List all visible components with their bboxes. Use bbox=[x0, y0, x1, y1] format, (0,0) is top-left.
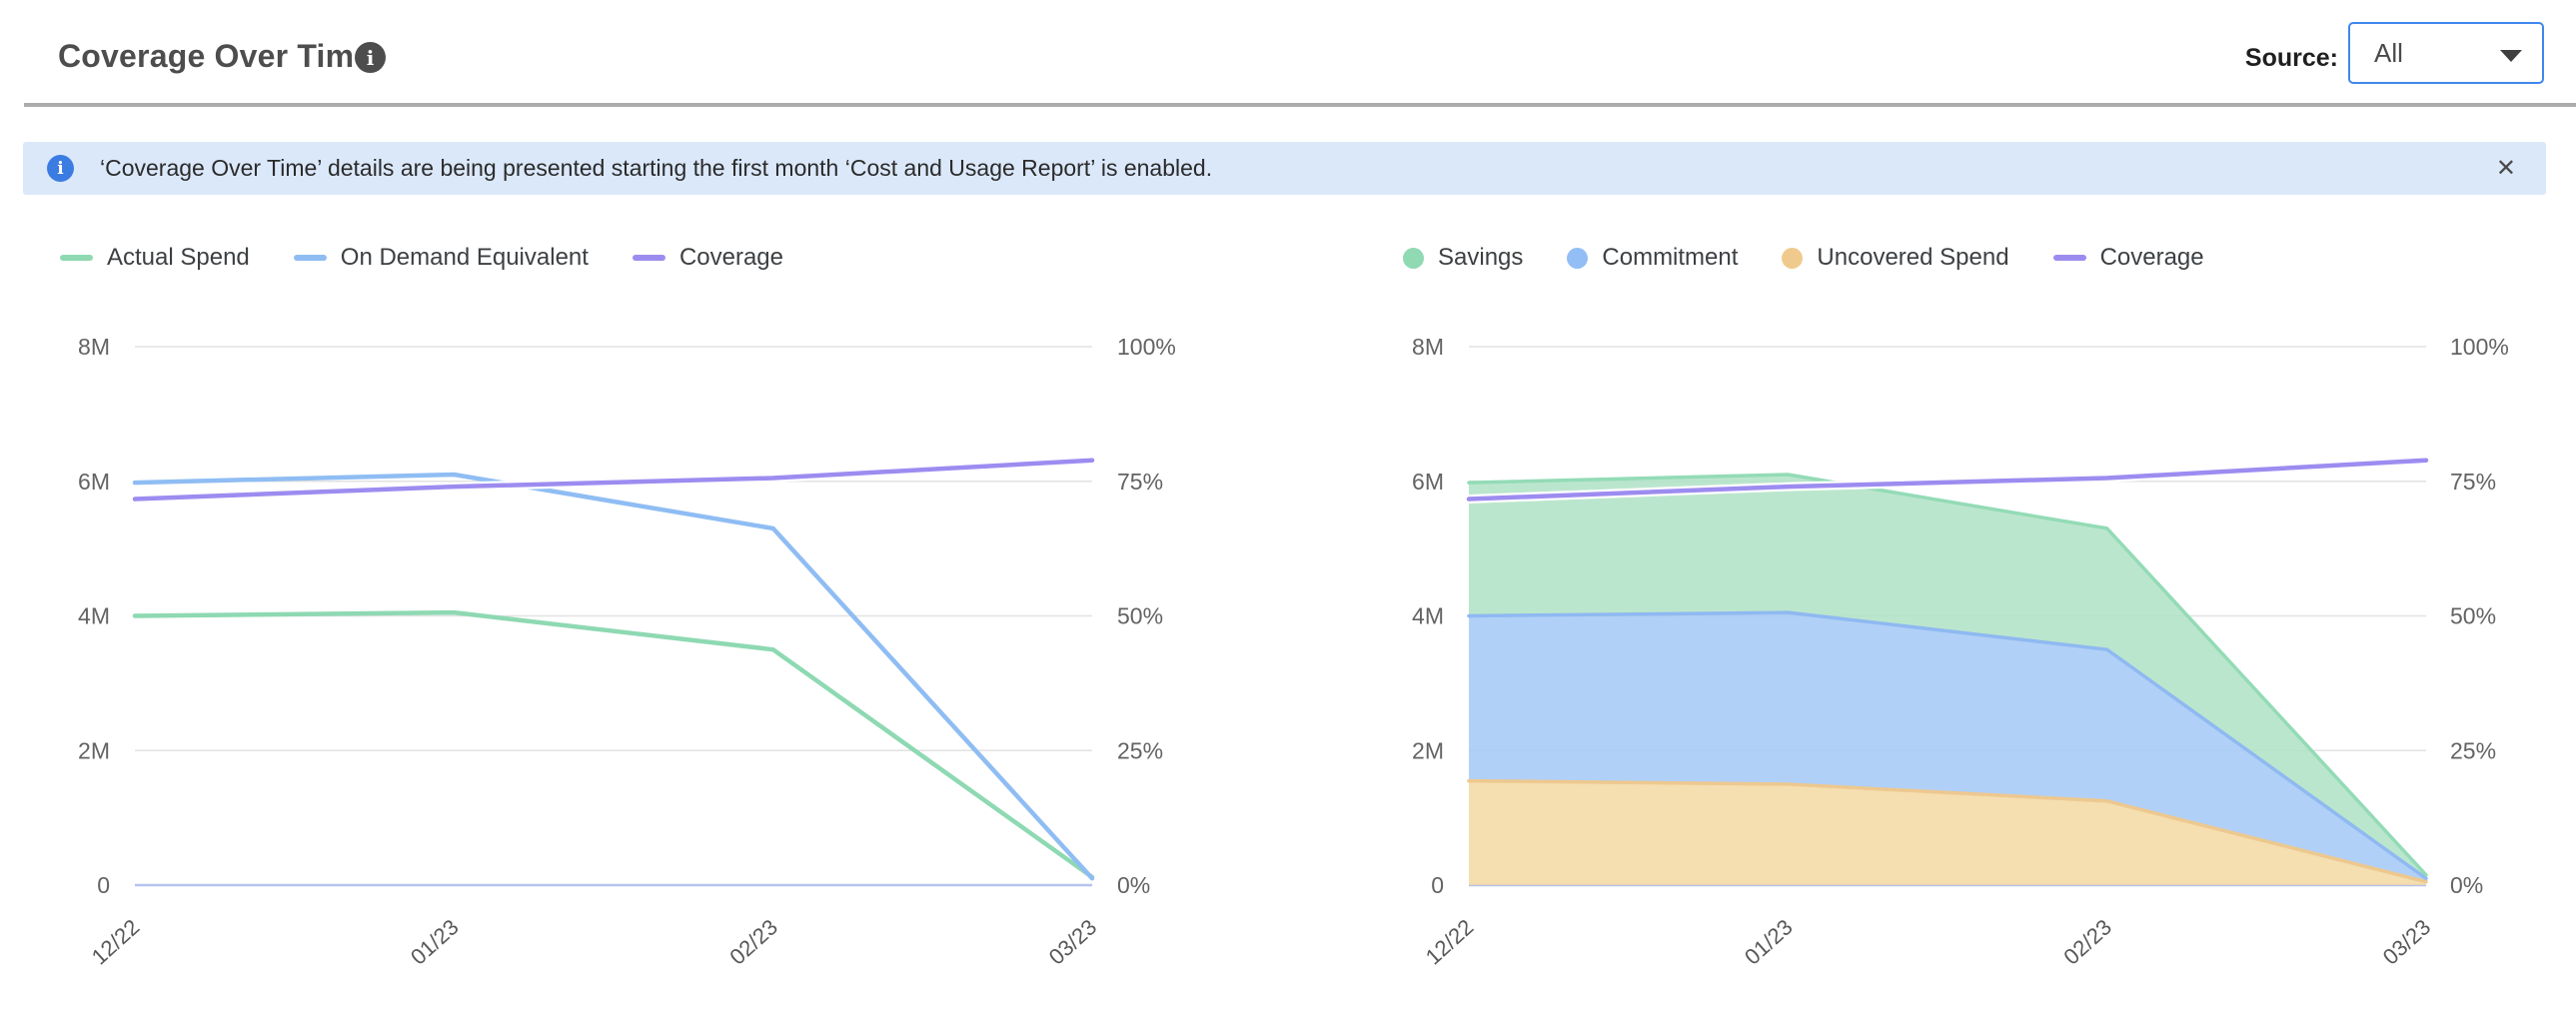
info-banner: i ‘Coverage Over Time’ details are being… bbox=[23, 142, 2546, 195]
left-axis-tick: 4M bbox=[1412, 603, 1444, 629]
right-axis-tick: 25% bbox=[2450, 737, 2496, 763]
x-axis-tick: 12/22 bbox=[1421, 914, 1479, 969]
dot-swatch-icon bbox=[1403, 247, 1424, 269]
legend-item-savings[interactable]: Savings bbox=[1403, 244, 1523, 272]
coverage-area-chart[interactable]: 8M 100% 6M 75% 4M 50% 2M 25% 0 0% 12/22 01/23 02/23 0… bbox=[1329, 300, 2576, 1015]
area-savings bbox=[1469, 475, 2426, 879]
info-glyph: i bbox=[366, 45, 375, 70]
coverage-line-chart[interactable]: 8M 100% 6M 75% 4M 50% 2M 25% 0 0% 12/22 01/23 02/23 0… bbox=[0, 300, 1259, 1015]
left-axis-tick: 2M bbox=[1412, 737, 1444, 763]
source-dropdown-value: All bbox=[2374, 37, 2403, 68]
legend-label: Coverage bbox=[2099, 244, 2204, 271]
series-on-demand-equivalent bbox=[132, 472, 1095, 881]
x-axis-tick: 02/23 bbox=[724, 914, 782, 969]
legend-item-coverage[interactable]: Coverage bbox=[632, 244, 783, 272]
right-axis-tick: 50% bbox=[1117, 603, 1163, 629]
legend-item-actual-spend[interactable]: Actual Spend bbox=[60, 244, 250, 272]
banner-close-icon[interactable]: ✕ bbox=[2495, 154, 2516, 182]
x-axis-tick: 03/23 bbox=[2378, 914, 2436, 969]
left-axis-tick: 0 bbox=[97, 872, 110, 898]
dot-swatch-icon bbox=[1782, 247, 1804, 269]
left-axis-tick: 4M bbox=[78, 603, 110, 629]
right-axis-tick: 75% bbox=[1117, 469, 1163, 495]
title-info-icon[interactable]: i bbox=[355, 42, 386, 73]
banner-text: ‘Coverage Over Time’ details are being p… bbox=[100, 155, 1213, 181]
edge-uncovered-spend bbox=[1467, 778, 2428, 884]
legend-label: Coverage bbox=[678, 244, 783, 271]
area-uncovered-spend bbox=[1469, 780, 2426, 885]
x-axis-tick: 02/23 bbox=[2058, 914, 2116, 969]
left-axis-tick: 6M bbox=[78, 469, 110, 495]
edge-commitment bbox=[1467, 610, 2428, 881]
info-glyph: i bbox=[57, 158, 64, 179]
legend-item-uncovered-spend[interactable]: Uncovered Spend bbox=[1782, 244, 2009, 272]
line-swatch-icon bbox=[2052, 255, 2086, 261]
legend-item-coverage[interactable]: Coverage bbox=[2052, 244, 2204, 272]
area-commitment bbox=[1469, 612, 2426, 882]
left-axis-tick: 2M bbox=[78, 737, 110, 763]
left-axis-tick: 8M bbox=[78, 334, 110, 360]
source-label: Source: bbox=[2244, 44, 2338, 72]
legend-label: Commitment bbox=[1602, 244, 1739, 271]
dot-swatch-icon bbox=[1567, 247, 1589, 269]
source-dropdown[interactable]: All bbox=[2348, 22, 2544, 84]
right-axis-tick: 0% bbox=[2450, 872, 2483, 898]
banner-info-icon: i bbox=[47, 155, 74, 182]
right-axis-tick: 50% bbox=[2450, 603, 2496, 629]
left-axis-tick: 8M bbox=[1412, 334, 1444, 360]
right-axis-tick: 25% bbox=[1117, 737, 1163, 763]
series-coverage bbox=[132, 458, 1095, 502]
legend-label: Actual Spend bbox=[107, 244, 250, 271]
legend-label: Uncovered Spend bbox=[1817, 244, 2009, 271]
x-axis-tick: 12/22 bbox=[87, 914, 145, 969]
legend-label: Savings bbox=[1438, 244, 1524, 271]
right-axis-tick: 100% bbox=[1117, 334, 1176, 360]
area-chart-legend: Savings Commitment Uncovered Spend Coverage bbox=[1403, 243, 2204, 273]
line-swatch-icon bbox=[293, 255, 327, 261]
legend-item-commitment[interactable]: Commitment bbox=[1567, 244, 1738, 272]
right-axis-tick: 0% bbox=[1117, 872, 1150, 898]
edge-savings bbox=[1467, 473, 2428, 877]
legend-label: On Demand Equivalent bbox=[340, 244, 589, 271]
header-divider bbox=[24, 103, 2576, 107]
page-title: Coverage Over Time bbox=[58, 38, 373, 74]
legend-item-on-demand-equivalent[interactable]: On Demand Equivalent bbox=[293, 244, 589, 272]
x-axis-tick: 01/23 bbox=[1740, 914, 1798, 969]
line-chart-legend: Actual Spend On Demand Equivalent Coverage bbox=[60, 243, 783, 273]
left-axis-tick: 6M bbox=[1412, 469, 1444, 495]
series-coverage bbox=[1466, 458, 2429, 502]
x-axis-tick: 03/23 bbox=[1044, 914, 1102, 969]
line-swatch-icon bbox=[632, 255, 665, 261]
series-actual-spend bbox=[132, 609, 1095, 880]
left-axis-tick: 0 bbox=[1431, 872, 1444, 898]
right-axis-tick: 100% bbox=[2450, 334, 2509, 360]
line-swatch-icon bbox=[60, 255, 93, 261]
x-axis-tick: 01/23 bbox=[406, 914, 464, 969]
chevron-down-icon bbox=[2500, 50, 2522, 62]
right-axis-tick: 75% bbox=[2450, 469, 2496, 495]
